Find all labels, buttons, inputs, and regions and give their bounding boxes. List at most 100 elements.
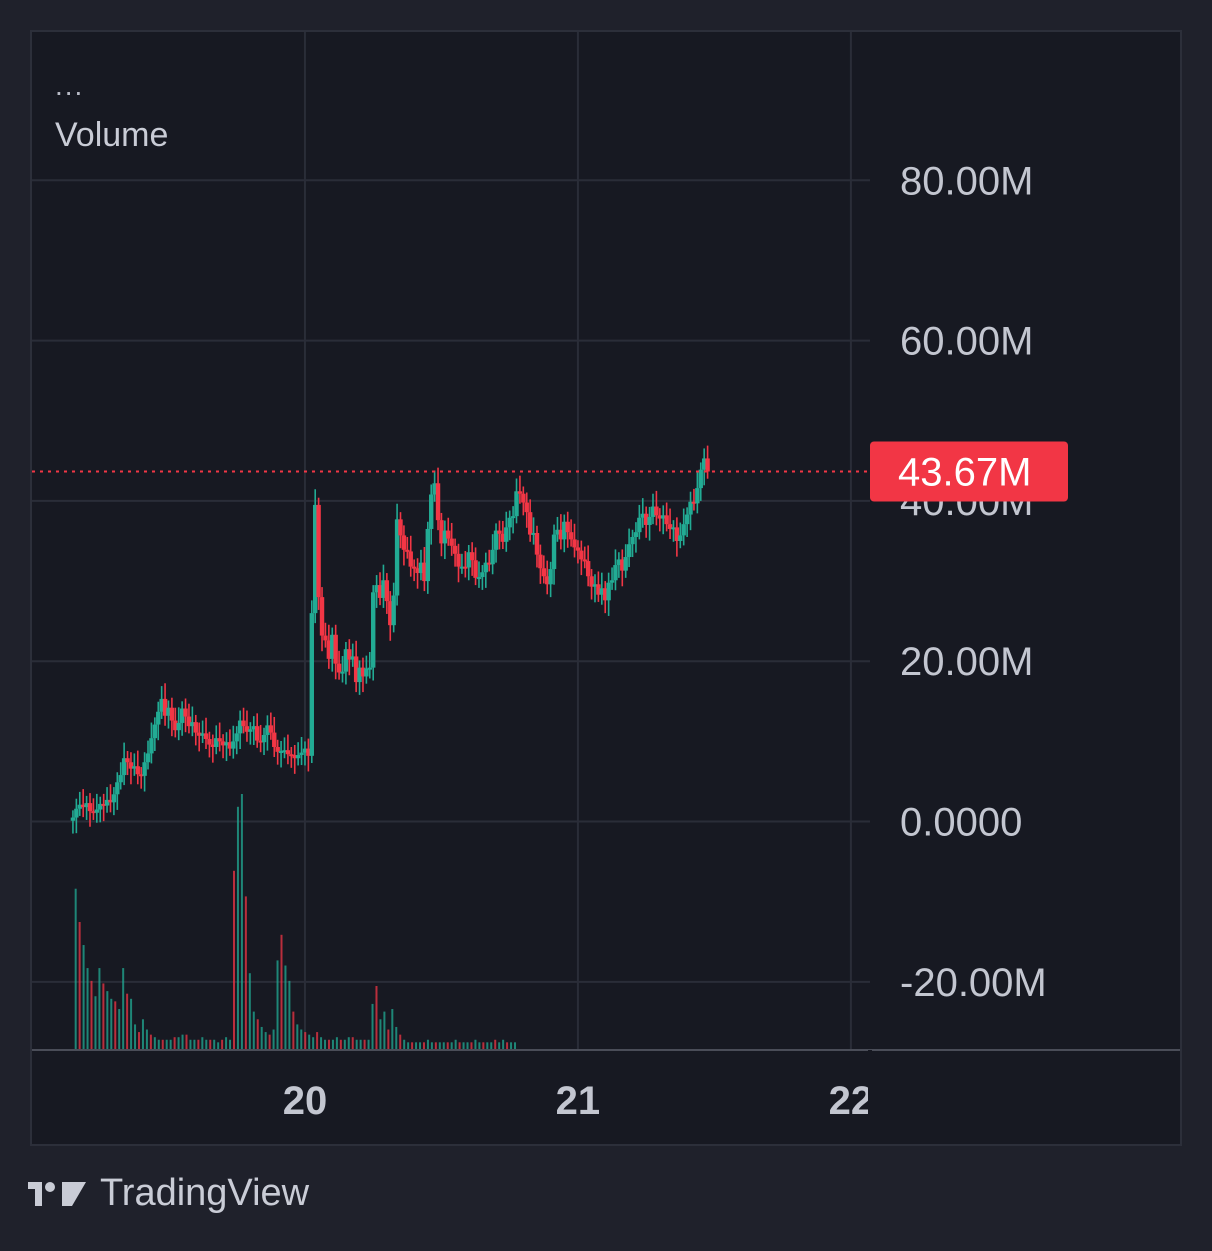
y-tick-label: 0.0000 <box>900 801 1022 845</box>
candle-body <box>459 566 465 569</box>
volume-bar <box>383 1011 386 1050</box>
volume-bar <box>260 1026 263 1050</box>
volume-bar <box>90 980 93 1050</box>
tradingview-brand[interactable]: TradingView <box>28 1172 309 1215</box>
volume-bar <box>415 1042 418 1050</box>
candle-body <box>353 656 359 683</box>
candle-body <box>282 750 287 753</box>
volume-bar <box>379 1019 382 1050</box>
candle-body <box>343 649 349 672</box>
candle-body <box>555 529 560 535</box>
volume-bar <box>126 993 129 1050</box>
candle-body <box>169 707 175 721</box>
candle-body <box>336 663 342 673</box>
indicator-label[interactable]: Volume <box>55 116 169 154</box>
candle-body <box>142 762 147 776</box>
candle-body <box>364 668 369 677</box>
volume-bar <box>502 1039 505 1050</box>
candle-body <box>572 539 577 548</box>
candle-body <box>111 794 117 803</box>
candle-body <box>84 803 89 808</box>
candle-body <box>74 808 79 818</box>
candle-body <box>408 551 413 567</box>
candle-body <box>367 667 372 670</box>
volume-bar <box>145 1029 148 1050</box>
candle-body <box>176 722 181 731</box>
candle-body <box>695 488 700 504</box>
volume-bar <box>494 1039 497 1050</box>
volume-bar <box>232 870 235 1050</box>
volume-bar <box>149 1034 152 1050</box>
candle-body <box>623 557 628 571</box>
volume-bar <box>482 1042 485 1050</box>
candle-body <box>449 538 454 546</box>
volume-bar <box>351 1037 354 1050</box>
candle-body <box>701 458 707 470</box>
volume-bar <box>252 1011 255 1050</box>
volume-bar <box>292 1011 295 1050</box>
candle-body <box>647 516 652 525</box>
candle-body <box>483 562 489 573</box>
volume-bar <box>347 1037 350 1050</box>
candle-body <box>234 733 239 742</box>
candle-body <box>98 803 103 810</box>
candle-body <box>394 519 400 596</box>
candle-body <box>77 804 82 809</box>
candle-body <box>480 572 485 578</box>
volume-bar <box>486 1042 489 1050</box>
indicator-menu-icon[interactable]: ... <box>55 70 85 101</box>
volume-bar <box>430 1042 433 1050</box>
candle-body <box>678 535 683 541</box>
volume-bar <box>229 1039 232 1050</box>
volume-bar <box>308 1034 311 1050</box>
volume-bar <box>134 1024 137 1050</box>
candle-body <box>391 595 396 626</box>
volume-bar <box>272 1029 275 1050</box>
volume-bar <box>264 1032 267 1050</box>
candle-body <box>162 698 168 716</box>
volume-bar <box>240 794 243 1050</box>
volume-bar <box>450 1042 453 1050</box>
candle-body <box>200 733 205 736</box>
volume-bar <box>114 1001 117 1050</box>
candle-body <box>377 585 383 598</box>
candle-body <box>558 529 564 540</box>
volume-bar <box>426 1039 429 1050</box>
candle-body <box>128 762 134 769</box>
y-tick-label: -20.00M <box>900 961 1047 1005</box>
candle-body <box>179 708 185 723</box>
candle-body <box>108 799 113 803</box>
candle-body <box>429 494 434 529</box>
candle-body <box>388 601 393 626</box>
candle-body <box>681 524 686 536</box>
candle-body <box>463 566 468 569</box>
candle-body <box>510 516 516 519</box>
candle-body <box>469 552 475 561</box>
candle-body <box>606 582 611 601</box>
candle-body <box>224 742 229 746</box>
candle-body <box>562 521 567 540</box>
candle-body <box>637 517 642 533</box>
candle-body <box>620 559 625 571</box>
volume-bar <box>327 1039 330 1050</box>
candle-body <box>671 527 676 530</box>
candle-body <box>705 458 710 472</box>
volume-bar <box>312 1037 315 1050</box>
volume-bar <box>213 1039 216 1050</box>
candle-body <box>490 549 495 565</box>
volume-bar <box>118 1009 121 1050</box>
volume-bar <box>454 1039 457 1050</box>
candle-body <box>302 748 308 753</box>
candle-body <box>691 501 697 504</box>
candle-body <box>422 562 427 582</box>
y-tick-label: 60.00M <box>900 320 1033 364</box>
volume-bar <box>256 1019 259 1050</box>
brand-name: TradingView <box>100 1172 310 1214</box>
candle-body <box>592 584 598 587</box>
candle-body <box>493 530 499 550</box>
candle-body <box>149 738 154 754</box>
volume-bar <box>498 1042 501 1050</box>
candle-body <box>507 517 512 528</box>
candle-body <box>156 711 161 725</box>
